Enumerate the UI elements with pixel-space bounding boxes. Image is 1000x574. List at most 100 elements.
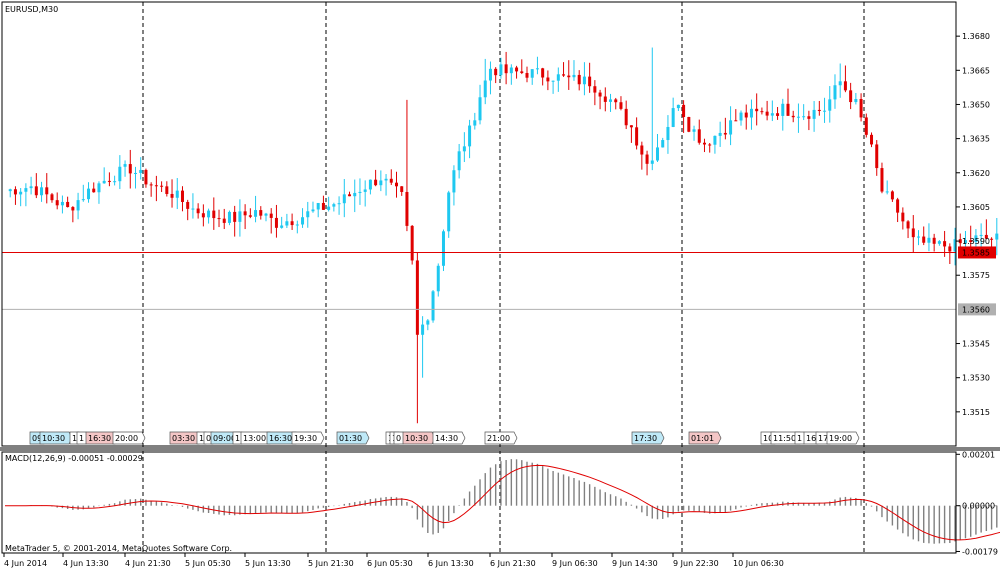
event-label: 1 (79, 434, 84, 443)
candle-bear (932, 237, 936, 244)
candle-bull (426, 320, 430, 325)
candle-bull (81, 199, 85, 201)
candle-bear (128, 164, 132, 174)
candle-bear (619, 102, 623, 109)
candle-bull (139, 169, 143, 173)
candle-bull (353, 192, 357, 197)
candle-bull (207, 210, 211, 218)
candle-bull (556, 74, 560, 81)
candle-bull (301, 217, 305, 225)
candle-bear (755, 108, 759, 112)
event-label: 10 (763, 434, 773, 443)
economic-events: 09 10:30 1 1 16:30 20:00 03:30 1 0 09:001 13:00 16:… (29, 431, 860, 445)
candle-bear (990, 238, 994, 240)
candle-bear (734, 120, 738, 122)
candle-bear (180, 190, 184, 202)
macd-series (5, 459, 1000, 544)
candle-bear (389, 178, 393, 183)
event-label: 19:30 (294, 434, 317, 443)
candle-bear (922, 236, 926, 243)
event-label: 14:30 (435, 434, 458, 443)
candle-bear (107, 180, 111, 182)
event-label: 0 (206, 434, 211, 443)
x-tick-label: 4 Jun 21:30 (125, 559, 171, 568)
candle-bull (123, 164, 127, 167)
event-label: 11:50 (773, 434, 796, 443)
candle-bull (238, 211, 242, 222)
candle-bear (217, 218, 221, 220)
candle-bear (603, 96, 607, 102)
candle-bear (645, 154, 649, 164)
candle-bull (718, 132, 722, 136)
candle-bear (890, 191, 894, 200)
candle-bear (259, 210, 263, 216)
candle-bull (311, 209, 315, 212)
event-label: 03:30 (172, 434, 195, 443)
candle-bear (50, 194, 54, 201)
candle-bear (697, 129, 701, 143)
candle-bull (656, 147, 659, 161)
event-label: 01:01 (691, 434, 714, 443)
candle-bull (102, 180, 106, 184)
event-label: 20:00 (115, 434, 138, 443)
candle-bear (160, 185, 164, 187)
candle-bear (687, 117, 691, 132)
candle-bear (843, 81, 847, 91)
candle-bear (515, 67, 519, 72)
candle-bear (222, 218, 226, 223)
candle-bull (384, 178, 388, 181)
candle-bull (478, 97, 482, 121)
event-label: 19:00 (829, 434, 852, 443)
candle-bull (749, 108, 753, 118)
candle-bull (729, 120, 733, 135)
candle-bear (702, 142, 706, 145)
candle-bear (744, 112, 748, 118)
macd-y-tick-label: 0.00000 (962, 502, 995, 511)
level-price-tag (958, 303, 996, 316)
event-label: 09:00 (213, 434, 236, 443)
candle-bear (629, 125, 633, 128)
macd-y-tick-label: 0.00201 (962, 450, 995, 459)
event-label: 0 (396, 434, 401, 443)
event-label: 01:30 (339, 434, 362, 443)
candle-bull (191, 208, 195, 210)
event-label: 1 (235, 434, 240, 443)
candle-bear (149, 184, 153, 186)
candle-bear (958, 239, 962, 244)
candle-bear (395, 182, 398, 187)
candle-bull (436, 265, 440, 292)
current-price-tag (958, 246, 996, 259)
y-tick-label: 1.3530 (962, 374, 990, 383)
candle-bull (823, 110, 827, 112)
candle-bull (368, 179, 372, 190)
candle-bear (374, 179, 378, 186)
candle-bull (979, 234, 983, 236)
candle-bull (770, 113, 774, 116)
candle-bear (864, 117, 868, 135)
candle-bull (97, 183, 101, 193)
candle-bear (786, 103, 790, 116)
level-price-tag-label: 1.3560 (962, 305, 990, 314)
price-lines (2, 251, 956, 310)
y-tick-label: 1.3515 (962, 408, 990, 417)
candle-bull (447, 192, 451, 232)
candle-bear (212, 210, 216, 219)
candle-bull (87, 188, 91, 200)
event-label: 16 (806, 434, 816, 443)
candle-bull (499, 64, 503, 76)
candle-bear (911, 228, 915, 238)
event-label: 09 (32, 434, 42, 443)
candle-bull (666, 126, 670, 141)
x-tick-label: 5 Jun 21:30 (308, 559, 354, 568)
macd-y-tick-label: -0.00179 (962, 547, 998, 556)
x-tick-label: 6 Jun 21:30 (490, 559, 536, 568)
x-tick-label: 9 Jun 22:30 (673, 559, 719, 568)
x-tick-label: 9 Jun 14:30 (612, 559, 658, 568)
event-label: 16:30 (88, 434, 111, 443)
candle-bear (520, 71, 524, 74)
candle-bear (290, 221, 294, 226)
candle-bear (243, 211, 247, 216)
candle-bear (400, 186, 404, 192)
candle-bear (760, 111, 764, 113)
